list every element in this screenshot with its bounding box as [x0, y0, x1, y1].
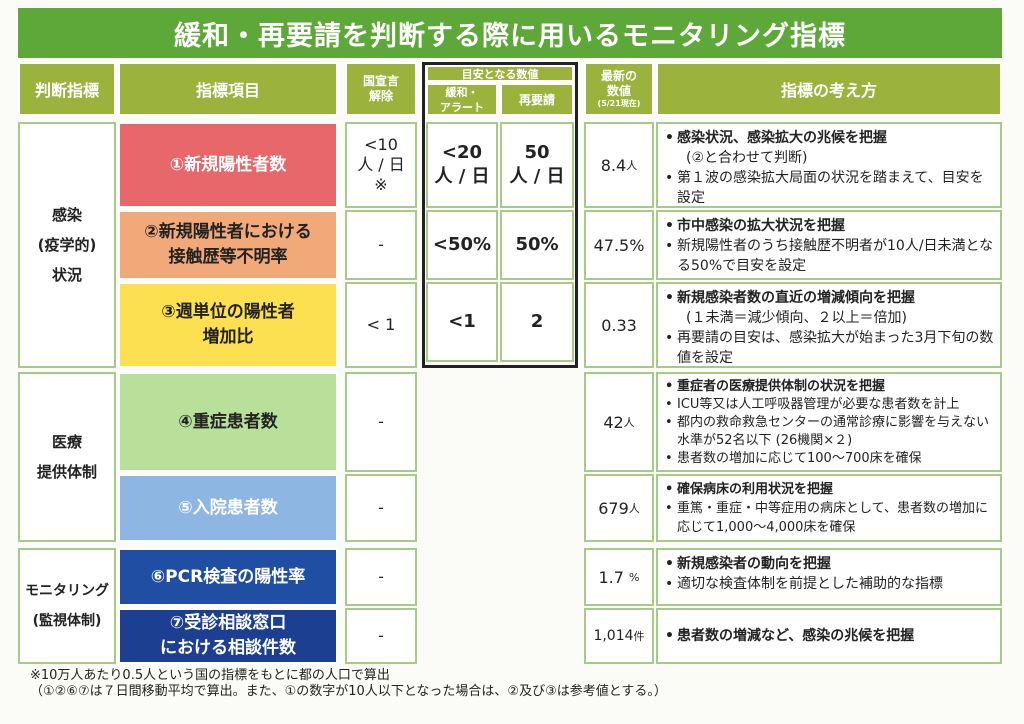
- note-line: 適切な検査体制を前提とした補助的な指標: [664, 574, 943, 594]
- note-line: ICU等又は人工呼吸器管理が必要な患者数を計上: [664, 396, 994, 414]
- note-line: 重症者の医療提供体制の状況を把握: [664, 378, 994, 396]
- header-concept: 指標の考え方: [656, 62, 1002, 116]
- header-target: 目安となる数値: [426, 65, 574, 82]
- page-title: 緩和・再要請を判断する際に用いるモニタリング指標: [18, 8, 1002, 58]
- category-monitoring: モニタリング (監視体制): [18, 548, 116, 664]
- note-line: 再要請の目安は、感染拡大が始まった3月下旬の数値を設定: [664, 328, 994, 368]
- concept-note: 新規感染者の動向を把握 適切な検査体制を前提とした補助的な指標: [656, 548, 1002, 606]
- latest-value: 8.4 人: [584, 122, 654, 208]
- header-latest-date: (5/21現在): [597, 99, 641, 108]
- declaration-value: -: [345, 608, 417, 664]
- header-judgment: 判断指標: [18, 62, 116, 116]
- note-line: 患者数の増減など、感染の兆候を把握: [664, 626, 914, 646]
- header-latest-label: 最新の 数値: [600, 69, 637, 98]
- declaration-value: < 1: [345, 282, 417, 368]
- note-line: 感染状況、感染拡大の兆候を把握: [664, 128, 994, 148]
- latest-value: 42 人: [584, 372, 654, 472]
- relax-value: <1: [426, 282, 498, 362]
- category-infection: 感染 (疫学的) 状況: [18, 122, 116, 368]
- concept-note: 新規感染者数の直近の増減傾向を把握 (１未満＝減少傾向、２以上＝倍加) 再要請の…: [656, 282, 1002, 368]
- declaration-value: <10 人 / 日 ※: [345, 122, 417, 208]
- header-declaration: 国宣言 解除: [345, 62, 417, 116]
- note-line: (１未満＝減少傾向、２以上＝倍加): [686, 310, 907, 326]
- latest-value: 47.5%: [584, 210, 654, 280]
- latest-number: 679: [598, 498, 629, 518]
- note-line: 新規感染者数の直近の増減傾向を把握: [664, 288, 994, 308]
- concept-note: 感染状況、感染拡大の兆候を把握 (②と合わせて判断) 第１波の感染拡大局面の状況…: [656, 122, 1002, 208]
- item-pcr-positive-rate: ⑥PCR検査の陽性率: [118, 548, 338, 606]
- relax-value: <20 人 / 日: [426, 122, 498, 208]
- concept-note: 患者数の増減など、感染の兆候を把握: [656, 608, 1002, 664]
- item-consultation-count: ⑦受診相談窓口 における相談件数: [118, 608, 338, 664]
- latest-number: 8.4: [600, 155, 627, 175]
- latest-value: 0.33: [584, 282, 654, 368]
- note-line: 重篤・重症・中等症用の病床として、患者数の増加に応じて1,000〜4,000床を…: [664, 499, 994, 537]
- latest-value: 679 人: [584, 474, 654, 542]
- footnote: ※10万人あたり0.5人という国の指標をもとに都の人口で算出 （①②⑥⑦は７日間…: [30, 668, 667, 699]
- concept-note: 市中感染の拡大状況を把握 新規陽性者のうち接触歴不明者が10人/日未満となる50…: [656, 210, 1002, 280]
- rerequest-value: 50%: [500, 210, 574, 280]
- declaration-value: -: [345, 548, 417, 606]
- latest-unit: 件: [633, 630, 645, 643]
- note-line: 第１波の感染拡大局面の状況を踏まえて、目安を設定: [664, 168, 994, 208]
- category-medical: 医療 提供体制: [18, 372, 116, 542]
- note-line: 都内の救命救急センターの通常診療に影響を与えない水準が52名以下 (26機関×２…: [664, 414, 994, 450]
- note-line: 市中感染の拡大状況を把握: [664, 216, 994, 236]
- latest-number: 1.7: [598, 567, 624, 587]
- item-new-positives: ①新規陽性者数: [118, 122, 338, 208]
- declaration-value: -: [345, 474, 417, 542]
- declaration-value: -: [345, 210, 417, 280]
- concept-note: 確保病床の利用状況を把握 重篤・重症・中等症用の病床として、患者数の増加に応じて…: [656, 474, 1002, 542]
- latest-value: 1,014 件: [584, 608, 654, 664]
- latest-unit: 人: [623, 416, 635, 429]
- rerequest-value: 50 人 / 日: [500, 122, 574, 208]
- item-unknown-contact-rate: ②新規陽性者における 接触歴等不明率: [118, 210, 338, 280]
- relax-value: <50%: [426, 210, 498, 280]
- note-line: 新規感染者の動向を把握: [664, 554, 943, 574]
- header-latest: 最新の 数値 (5/21現在): [584, 62, 654, 116]
- item-severe-patients: ④重症患者数: [118, 372, 338, 472]
- item-hospitalized-patients: ⑤入院患者数: [118, 474, 338, 542]
- note-line: 患者数の増加に応じて100〜700床を確保: [664, 450, 994, 468]
- latest-unit: %: [629, 570, 640, 584]
- rerequest-value: 2: [500, 282, 574, 362]
- target-box: [422, 62, 578, 368]
- note-line: 新規陽性者のうち接触歴不明者が10人/日未満となる50%で目安を設定: [664, 236, 994, 276]
- header-relax: 緩和・ アラート: [426, 83, 498, 116]
- latest-unit: 人: [628, 502, 640, 515]
- item-weekly-increase-ratio: ③週単位の陽性者 増加比: [118, 282, 338, 368]
- header-rerequest: 再要請: [500, 83, 574, 116]
- note-line: 確保病床の利用状況を把握: [664, 480, 994, 499]
- latest-value: 1.7 %: [584, 548, 654, 606]
- note-line: (②と合わせて判断): [686, 150, 808, 166]
- latest-unit: 人: [626, 159, 638, 172]
- latest-number: 1,014: [593, 628, 634, 644]
- header-item: 指標項目: [118, 62, 338, 116]
- declaration-value: -: [345, 372, 417, 472]
- latest-number: 42: [603, 412, 624, 432]
- concept-note: 重症者の医療提供体制の状況を把握 ICU等又は人工呼吸器管理が必要な患者数を計上…: [656, 372, 1002, 472]
